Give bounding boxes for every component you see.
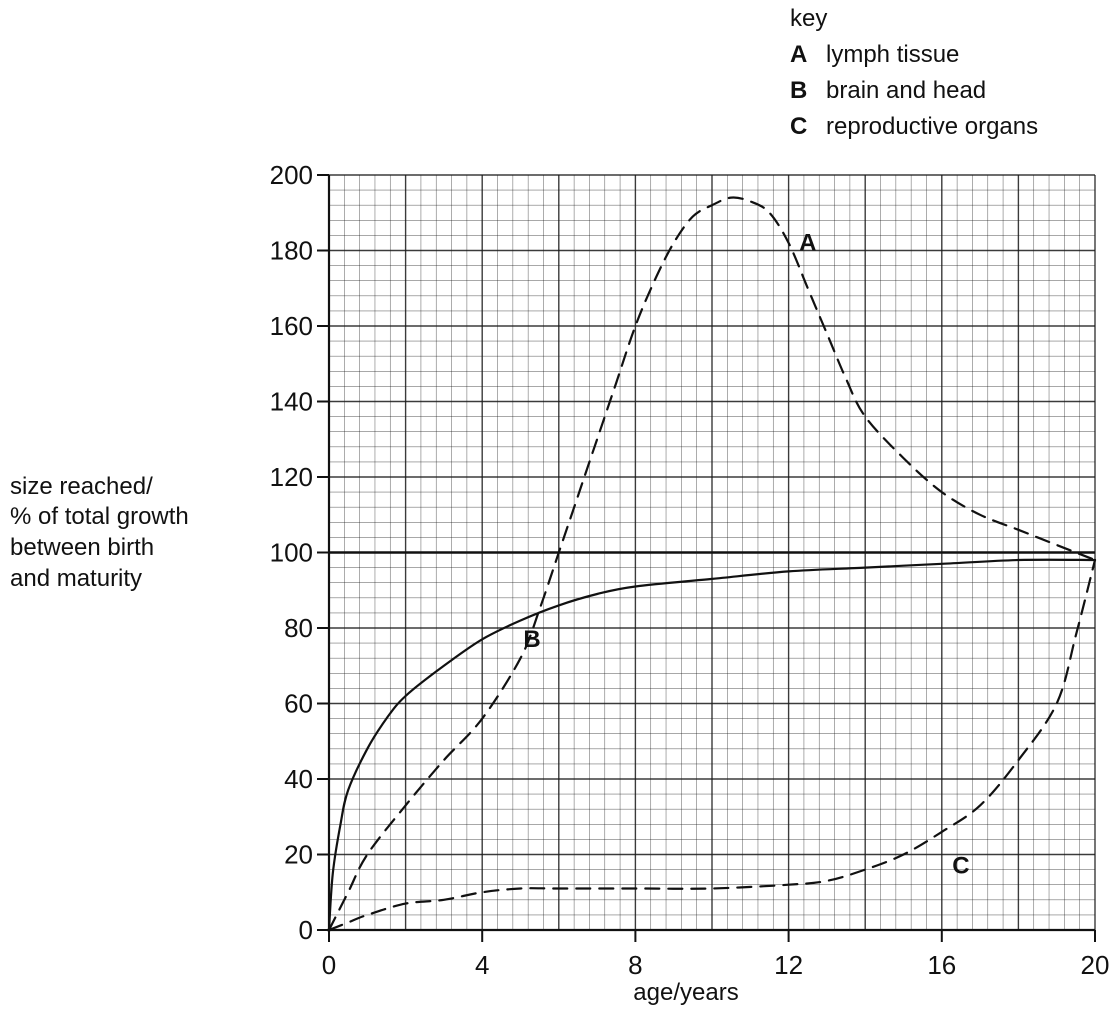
y-axis-label-line-3: between birth bbox=[10, 534, 154, 561]
y-tick-label: 180 bbox=[270, 236, 313, 266]
legend-letter-c: C bbox=[790, 113, 807, 140]
chart-labels: A B C bbox=[523, 230, 969, 880]
y-axis-label-line-4: and maturity bbox=[10, 565, 142, 592]
y-tick-label: 200 bbox=[270, 160, 313, 190]
curve-label-b: B bbox=[523, 626, 540, 653]
x-tick-label: 16 bbox=[927, 950, 956, 980]
y-tick-label: 140 bbox=[270, 387, 313, 417]
y-axis-label-line-1: size reached/ bbox=[10, 473, 153, 500]
legend-letter-a: A bbox=[790, 41, 807, 68]
legend-text-c: reproductive organs bbox=[826, 113, 1038, 140]
x-tick-label: 0 bbox=[322, 950, 336, 980]
chart-series bbox=[327, 196, 1097, 932]
y-tick-label: 100 bbox=[270, 538, 313, 568]
series-line-a bbox=[327, 196, 1097, 932]
chart-axes: 0 20 40 60 80 100 120 140 160 180 200 0 4 8 12 16 20 bbox=[270, 160, 1110, 980]
curve-label-c: C bbox=[952, 852, 969, 879]
y-tick-label: 80 bbox=[284, 613, 313, 643]
x-tick-label: 4 bbox=[475, 950, 489, 980]
y-tick-label: 0 bbox=[299, 915, 313, 945]
y-tick-label: 160 bbox=[270, 311, 313, 341]
y-axis-label-line-2: % of total growth bbox=[10, 503, 189, 530]
x-axis-label: age/years bbox=[633, 979, 738, 1006]
y-tick-label: 20 bbox=[284, 840, 313, 870]
x-tick-label: 8 bbox=[628, 950, 642, 980]
legend-text-b: brain and head bbox=[826, 77, 986, 104]
legend-letter-b: B bbox=[790, 77, 807, 104]
legend-text-a: lymph tissue bbox=[826, 41, 959, 68]
y-tick-label: 40 bbox=[284, 764, 313, 794]
y-tick-label: 60 bbox=[284, 689, 313, 719]
y-tick-label: 120 bbox=[270, 462, 313, 492]
legend-title: key bbox=[790, 5, 827, 32]
legend: key A lymph tissue B brain and head C re… bbox=[790, 5, 1038, 140]
series-line-c bbox=[327, 558, 1097, 932]
series-line-b bbox=[327, 558, 1097, 932]
x-tick-label: 12 bbox=[774, 950, 803, 980]
x-tick-label: 20 bbox=[1081, 950, 1110, 980]
curve-label-a: A bbox=[799, 230, 816, 257]
y-axis-label: size reached/ % of total growth between … bbox=[10, 473, 189, 592]
